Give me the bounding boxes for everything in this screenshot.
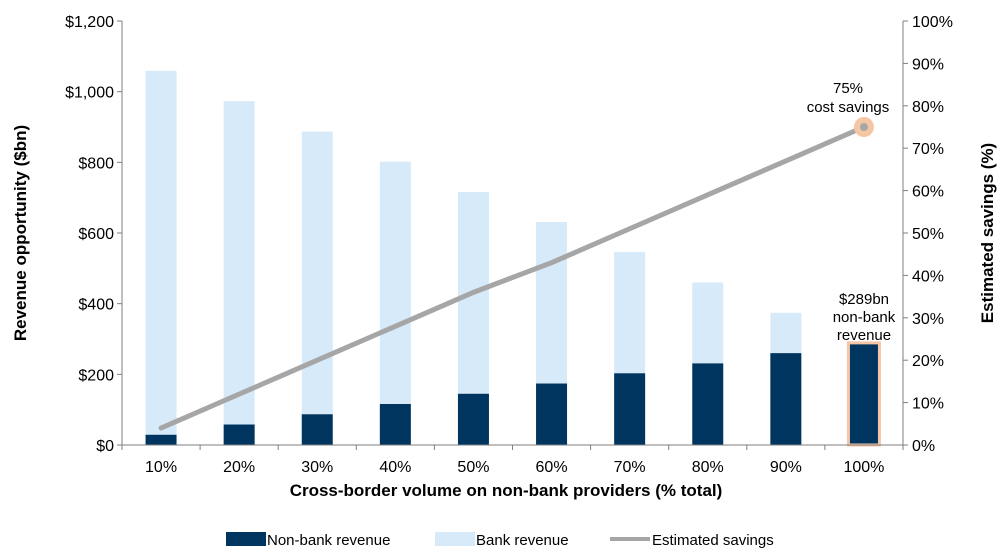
bar-non-bank-5 xyxy=(457,393,489,445)
y-tick-label-3: $600 xyxy=(78,226,114,243)
y2-tick-label-8: 80% xyxy=(912,99,944,116)
nonbank-annotation-line2: non-bank xyxy=(833,309,896,326)
y2-tick-label-3: 30% xyxy=(912,311,944,328)
legend: Non-bank revenue Bank revenue Estimated … xyxy=(226,532,774,549)
savings-line xyxy=(158,124,867,431)
bar-non-bank-4 xyxy=(379,404,411,445)
bar-non-bank-9 xyxy=(770,353,802,445)
x-tick-label-4: 40% xyxy=(379,459,411,476)
bar-non-bank-1 xyxy=(145,434,177,445)
savings-line-layer xyxy=(158,117,874,431)
y2-axis-title: Estimated savings (%) xyxy=(978,143,997,323)
nonbank-annotation-line3: revenue xyxy=(837,327,891,344)
savings-annotation-line2: cost savings xyxy=(807,99,890,116)
bar-bank-6 xyxy=(536,222,568,384)
bar-non-bank-8 xyxy=(692,363,724,445)
legend-label-bank: Bank revenue xyxy=(476,532,569,549)
bar-bank-8 xyxy=(692,282,724,364)
legend-label-non-bank: Non-bank revenue xyxy=(267,532,390,549)
bar-bank-9 xyxy=(770,312,802,354)
x-tick-label-8: 80% xyxy=(692,459,724,476)
x-tick-label-10: 100% xyxy=(843,459,884,476)
legend-label-savings: Estimated savings xyxy=(652,532,774,549)
x-tick-label-2: 20% xyxy=(223,459,255,476)
x-axis-title: Cross-border volume on non-bank provider… xyxy=(290,481,723,500)
x-tick-label-5: 50% xyxy=(457,459,489,476)
y-tick-label-5: $1,000 xyxy=(65,85,114,102)
bar-bank-1 xyxy=(145,70,177,435)
y-tick-label-1: $200 xyxy=(78,367,114,384)
y2-tick-label-9: 90% xyxy=(912,56,944,73)
y2-tick-label-2: 20% xyxy=(912,353,944,370)
bar-bank-7 xyxy=(614,252,646,374)
y2-tick-label-1: 10% xyxy=(912,396,944,413)
y2-tick-label-7: 70% xyxy=(912,141,944,158)
savings-annotation-line1: 75% xyxy=(833,80,863,97)
bars-layer xyxy=(145,70,881,447)
x-tick-label-7: 70% xyxy=(614,459,646,476)
y-tick-label-6: $1,200 xyxy=(65,14,114,31)
nonbank-annotation-line1: $289bn xyxy=(839,291,889,308)
legend-swatch-non-bank xyxy=(226,532,266,546)
bar-non-bank-3 xyxy=(301,414,333,445)
x-tick-label-9: 90% xyxy=(770,459,802,476)
bar-non-bank-2 xyxy=(223,424,255,445)
savings-endpoint-marker xyxy=(859,123,868,131)
bar-bank-4 xyxy=(379,161,411,405)
bar-non-bank-6 xyxy=(536,383,568,445)
y-tick-label-4: $800 xyxy=(78,155,114,172)
y2-tick-label-5: 50% xyxy=(912,226,944,243)
x-tick-label-6: 60% xyxy=(536,459,568,476)
y2-tick-label-4: 40% xyxy=(912,268,944,285)
y2-tick-label-10: 100% xyxy=(912,14,953,31)
y-axis-title: Revenue opportunity ($bn) xyxy=(11,125,30,341)
x-tick-label-1: 10% xyxy=(145,459,177,476)
bar-non-bank-7 xyxy=(614,373,646,445)
y-tick-label-0: $0 xyxy=(96,438,114,455)
bar-bank-3 xyxy=(301,131,333,415)
y-tick-label-2: $400 xyxy=(78,297,114,314)
axes-layer: $0 $200 $400 $600 $800 $1,000 $1,200 0% 10% 20% 30… xyxy=(65,14,953,476)
legend-swatch-bank xyxy=(435,532,475,546)
x-tick-label-3: 30% xyxy=(301,459,333,476)
y2-tick-label-6: 60% xyxy=(912,184,944,201)
bar-bank-2 xyxy=(223,101,255,425)
y2-tick-label-0: 0% xyxy=(912,438,935,455)
bar-non-bank-10 xyxy=(846,341,881,447)
